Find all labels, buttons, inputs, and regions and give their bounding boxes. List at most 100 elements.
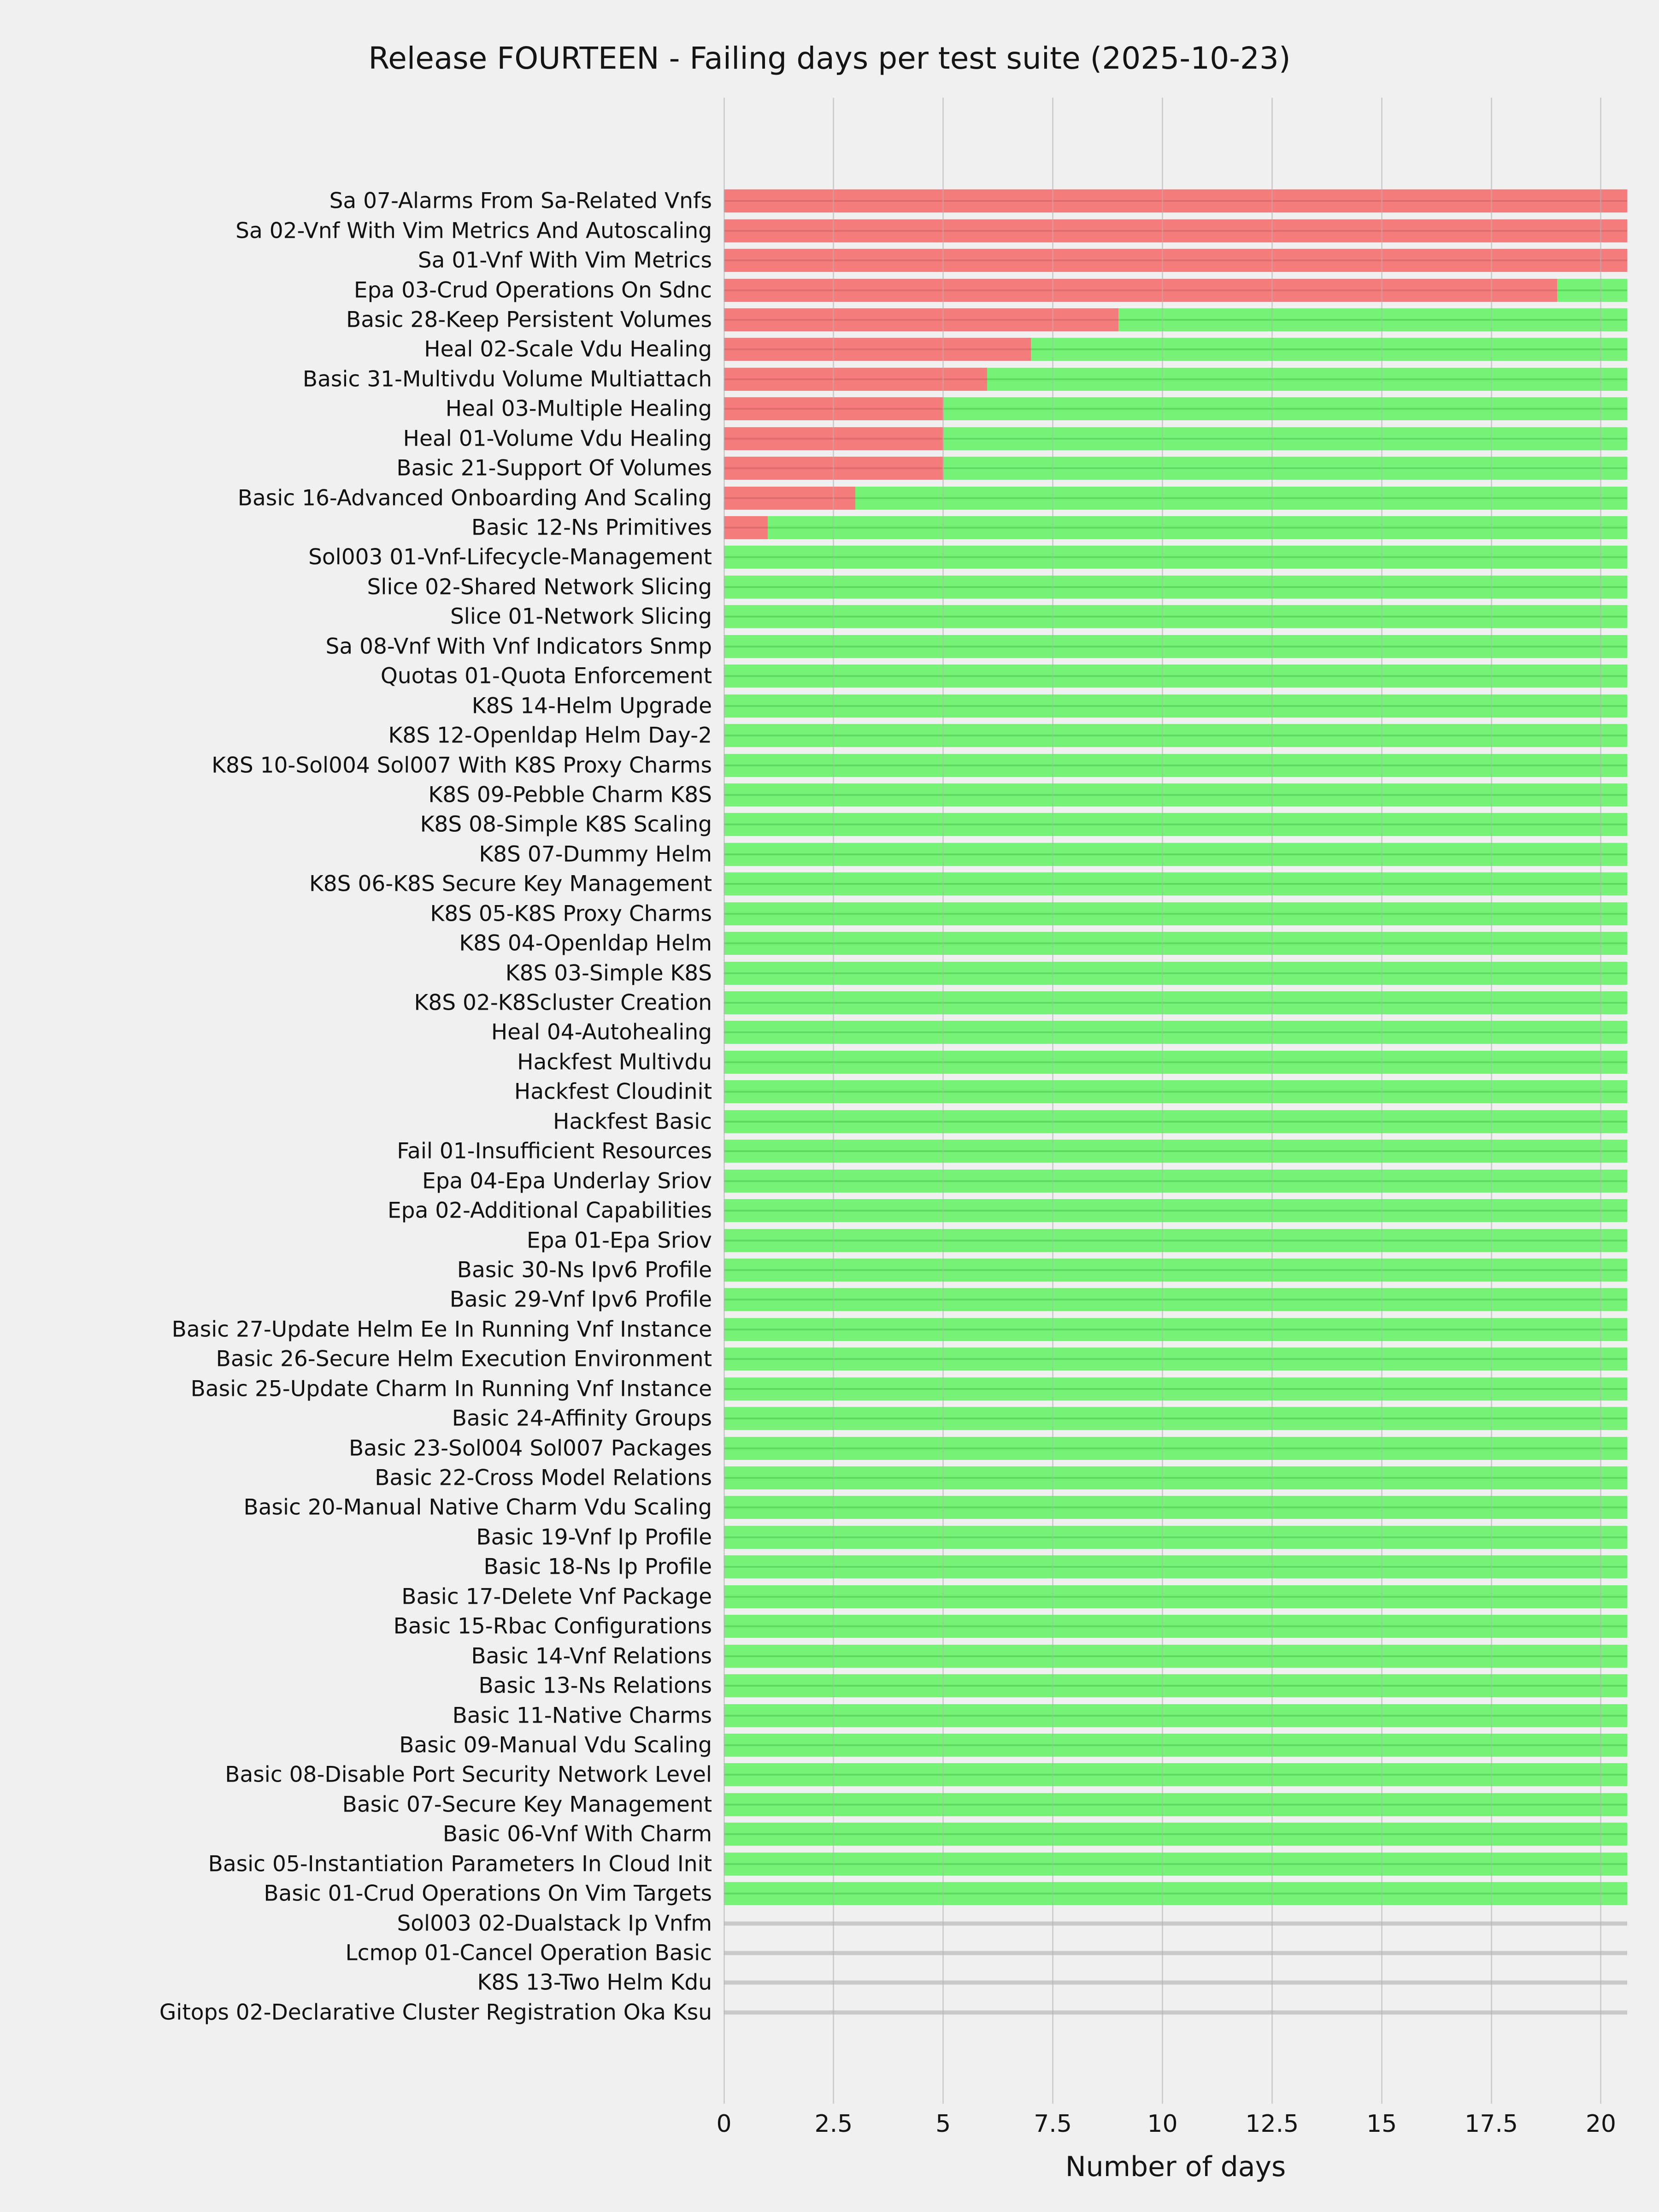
- bar-row: K8S 06-K8S Secure Key Management: [309, 869, 1627, 899]
- bar-row: K8S 04-Openldap Helm: [459, 929, 1627, 958]
- pass-bar-segment: [724, 1525, 1627, 1549]
- y-axis-label: K8S 03-Simple K8S: [505, 960, 712, 986]
- gridline: [942, 98, 944, 2104]
- pass-bar-segment: [724, 1852, 1627, 1876]
- bar-row: Gitops 02-Declarative Cluster Registrati…: [159, 1998, 1627, 2027]
- y-axis-label: Epa 03-Crud Operations On Sdnc: [353, 277, 712, 303]
- y-axis-label: Basic 31-Multivdu Volume Multiattach: [302, 366, 712, 392]
- y-axis-label: K8S 13-Two Helm Kdu: [477, 1970, 712, 1995]
- y-axis-label: Basic 16-Advanced Onboarding And Scaling: [237, 485, 712, 511]
- x-tick-label: 7.5: [1034, 2110, 1072, 2138]
- bar-row: Basic 06-Vnf With Charm: [443, 1819, 1627, 1849]
- y-axis-label: Lcmop 01-Cancel Operation Basic: [345, 1940, 712, 1966]
- pass-bar-segment: [724, 1882, 1627, 1906]
- bar-row: Basic 11-Native Charms: [453, 1700, 1627, 1730]
- pass-bar-segment: [1557, 278, 1627, 302]
- y-axis-label: Slice 01-Network Slicing: [450, 604, 712, 629]
- x-axis-ticks: 0 2.5 5 7.5 10 12.5 15 17.5 20: [716, 2110, 1627, 2140]
- pass-bar-segment: [724, 1704, 1627, 1727]
- bar-row: Hackfest Basic: [553, 1107, 1627, 1136]
- pass-bar-segment: [724, 872, 1627, 896]
- pass-bar-segment: [724, 902, 1627, 925]
- bar-row: Basic 19-Vnf Ip Profile: [476, 1523, 1627, 1552]
- bar-row: Basic 15-Rbac Configurations: [394, 1612, 1627, 1641]
- pass-bar-segment: [724, 1377, 1627, 1400]
- plot-area: Sa 07-Alarms From Sa-Related Vnfs Sa 02-…: [159, 98, 1627, 2183]
- y-axis-label: K8S 12-Openldap Helm Day-2: [388, 723, 712, 748]
- pass-bar-segment: [1118, 308, 1627, 331]
- bar-row: Basic 30-Ns Ipv6 Profile: [457, 1255, 1627, 1285]
- bar-row: Sol003 02-Dualstack Ip Vnfm: [397, 1908, 1627, 1938]
- bar-row: Sa 02-Vnf With Vim Metrics And Autoscali…: [235, 216, 1627, 245]
- x-tick-label: 12.5: [1245, 2110, 1299, 2138]
- bar-row: K8S 13-Two Helm Kdu: [477, 1968, 1627, 1997]
- x-axis-title: Number of days: [1065, 2151, 1286, 2183]
- y-axis-label: Basic 13-Ns Relations: [478, 1673, 712, 1699]
- gridline: [1271, 98, 1273, 2104]
- bar-row: Sol003 01-Vnf-Lifecycle-Management: [308, 542, 1627, 572]
- y-axis-label: Sa 08-Vnf With Vnf Indicators Snmp: [325, 634, 712, 659]
- fail-bar-segment: [724, 516, 768, 540]
- gridline: [723, 98, 725, 2104]
- y-axis-label: Basic 24-Affinity Groups: [452, 1406, 712, 1431]
- bar-row: K8S 02-K8Scluster Creation: [414, 988, 1627, 1018]
- y-axis-label: Basic 22-Cross Model Relations: [375, 1465, 712, 1491]
- fail-bar-segment: [724, 278, 1557, 302]
- pass-bar-segment: [724, 1140, 1627, 1163]
- pass-bar-segment: [724, 1555, 1627, 1579]
- bar-row: Slice 01-Network Slicing: [450, 602, 1627, 631]
- y-axis-label: K8S 10-Sol004 Sol007 With K8S Proxy Char…: [212, 753, 712, 778]
- x-tick-label: 17.5: [1465, 2110, 1518, 2138]
- gridline: [1381, 98, 1382, 2104]
- bar-row: Epa 02-Additional Capabilities: [388, 1196, 1627, 1225]
- bar-row: Basic 12-Ns Primitives: [471, 513, 1627, 542]
- y-axis-label: Basic 11-Native Charms: [452, 1703, 712, 1729]
- pass-bar-segment: [724, 1199, 1627, 1223]
- bar-row: Basic 05-Instantiation Parameters In Clo…: [208, 1849, 1627, 1879]
- bar-row: Heal 02-Scale Vdu Healing: [424, 335, 1627, 364]
- bar-row: Lcmop 01-Cancel Operation Basic: [345, 1938, 1627, 1968]
- y-axis-label: Hackfest Basic: [553, 1109, 712, 1135]
- bar-row: Basic 28-Keep Persistent Volumes: [346, 305, 1627, 335]
- bar-row: Basic 24-Affinity Groups: [452, 1404, 1627, 1433]
- pass-bar-segment: [943, 397, 1627, 421]
- y-axis-label: Basic 28-Keep Persistent Volumes: [346, 307, 712, 333]
- y-axis-label: Heal 03-Multiple Healing: [445, 396, 712, 422]
- y-axis-label: K8S 06-K8S Secure Key Management: [309, 871, 712, 897]
- fail-bar-segment: [724, 189, 1627, 213]
- y-axis-label: Basic 27-Update Helm Ee In Running Vnf I…: [171, 1317, 712, 1342]
- chart-title: Release FOURTEEN - Failing days per test…: [368, 41, 1291, 76]
- y-axis-label: K8S 08-Simple K8S Scaling: [420, 812, 712, 837]
- bar-row: Basic 08-Disable Port Security Network L…: [225, 1760, 1627, 1789]
- pass-bar-segment: [724, 635, 1627, 658]
- fail-bar-segment: [724, 249, 1627, 272]
- pass-bar-segment: [724, 1288, 1627, 1312]
- pass-bar-segment: [724, 783, 1627, 806]
- pass-bar-segment: [724, 1110, 1627, 1133]
- y-axis-label: Hackfest Multivdu: [517, 1049, 712, 1075]
- bar-row: Basic 09-Manual Vdu Scaling: [399, 1730, 1627, 1760]
- pass-bar-segment: [724, 813, 1627, 836]
- bar-row: Basic 23-Sol004 Sol007 Packages: [349, 1433, 1627, 1463]
- y-axis-label: Sa 02-Vnf With Vim Metrics And Autoscali…: [235, 218, 712, 244]
- bar-row: K8S 12-Openldap Helm Day-2: [388, 721, 1627, 750]
- pass-bar-segment: [724, 605, 1627, 629]
- bar-row: K8S 05-K8S Proxy Charms: [430, 899, 1627, 929]
- y-axis-label: Sa 01-Vnf With Vim Metrics: [418, 247, 712, 273]
- nodata-line: [724, 1921, 1627, 1926]
- bar-row: Epa 01-Epa Sriov: [527, 1225, 1627, 1255]
- pass-bar-segment: [1031, 338, 1627, 361]
- pass-bar-segment: [724, 1407, 1627, 1430]
- pass-bar-segment: [724, 1347, 1627, 1371]
- y-axis-label: Basic 30-Ns Ipv6 Profile: [457, 1257, 712, 1283]
- bar-row: Basic 01-Crud Operations On Vim Targets: [264, 1879, 1627, 1908]
- pass-bar-segment: [724, 1080, 1627, 1104]
- bar-row: Sa 01-Vnf With Vim Metrics: [418, 246, 1627, 275]
- y-axis-label: Basic 15-Rbac Configurations: [393, 1613, 712, 1639]
- bar-row: Basic 20-Manual Native Charm Vdu Scaling: [243, 1493, 1627, 1522]
- pass-bar-segment: [724, 1763, 1627, 1787]
- gridline: [1161, 98, 1163, 2104]
- x-tick-label: 15: [1366, 2110, 1397, 2138]
- y-axis-label: Basic 09-Manual Vdu Scaling: [399, 1732, 712, 1758]
- gridline: [1490, 98, 1492, 2104]
